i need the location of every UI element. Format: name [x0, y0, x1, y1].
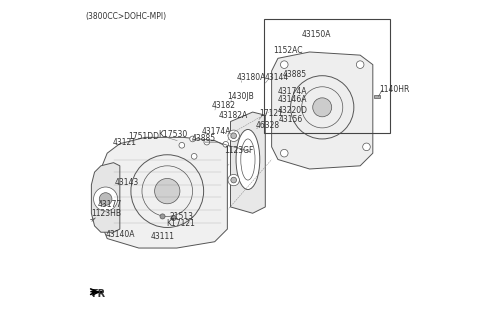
- Circle shape: [160, 214, 165, 219]
- Text: 43156: 43156: [278, 115, 303, 124]
- Text: 43111: 43111: [151, 232, 175, 241]
- Circle shape: [179, 142, 185, 148]
- Text: 43885: 43885: [283, 70, 307, 78]
- Text: 43146A: 43146A: [277, 95, 307, 104]
- Text: K17121: K17121: [167, 219, 195, 228]
- Text: 43182: 43182: [212, 100, 236, 110]
- Text: FR: FR: [91, 289, 106, 299]
- Circle shape: [223, 141, 228, 147]
- Text: 1123HB: 1123HB: [91, 209, 121, 218]
- Text: 43150A: 43150A: [301, 30, 331, 39]
- Text: K17530: K17530: [158, 130, 187, 139]
- Ellipse shape: [236, 130, 260, 189]
- Text: 1152AC: 1152AC: [273, 46, 303, 55]
- Text: 43121: 43121: [113, 137, 137, 147]
- Text: 43143: 43143: [115, 178, 139, 187]
- Circle shape: [356, 61, 364, 69]
- Circle shape: [155, 178, 180, 204]
- Text: 43177: 43177: [98, 200, 122, 209]
- Circle shape: [231, 177, 237, 183]
- Circle shape: [94, 187, 118, 211]
- Text: 46328: 46328: [255, 121, 279, 130]
- Circle shape: [99, 193, 112, 205]
- Circle shape: [228, 174, 240, 186]
- Text: 43174A: 43174A: [277, 87, 307, 96]
- Text: 43174A: 43174A: [202, 127, 231, 136]
- PathPatch shape: [101, 137, 228, 248]
- Circle shape: [231, 133, 237, 139]
- Text: 43180A: 43180A: [236, 73, 265, 82]
- Text: 43885: 43885: [192, 134, 216, 144]
- Text: 17121: 17121: [259, 109, 283, 118]
- PathPatch shape: [230, 112, 265, 213]
- Circle shape: [171, 215, 176, 220]
- Circle shape: [280, 61, 288, 69]
- PathPatch shape: [272, 52, 373, 169]
- Text: 1140HR: 1140HR: [379, 85, 409, 94]
- PathPatch shape: [91, 163, 120, 232]
- Circle shape: [363, 143, 370, 151]
- Text: 43220D: 43220D: [278, 106, 308, 115]
- Circle shape: [280, 149, 288, 157]
- Circle shape: [192, 153, 197, 159]
- Circle shape: [313, 98, 332, 117]
- Text: 21513: 21513: [170, 212, 194, 221]
- Ellipse shape: [241, 139, 255, 180]
- Circle shape: [204, 139, 210, 145]
- Text: 1430JB: 1430JB: [228, 92, 254, 101]
- Bar: [374, 95, 381, 98]
- Text: 43182A: 43182A: [218, 111, 248, 120]
- Bar: [264, 19, 390, 133]
- Text: 43140A: 43140A: [106, 230, 135, 239]
- Text: 1751DD: 1751DD: [128, 132, 159, 141]
- Circle shape: [228, 130, 240, 141]
- Text: (3800CC>DOHC-MPI): (3800CC>DOHC-MPI): [85, 12, 166, 21]
- Text: 43144: 43144: [264, 73, 289, 82]
- Circle shape: [190, 136, 195, 142]
- Text: 1123GF: 1123GF: [224, 146, 253, 155]
